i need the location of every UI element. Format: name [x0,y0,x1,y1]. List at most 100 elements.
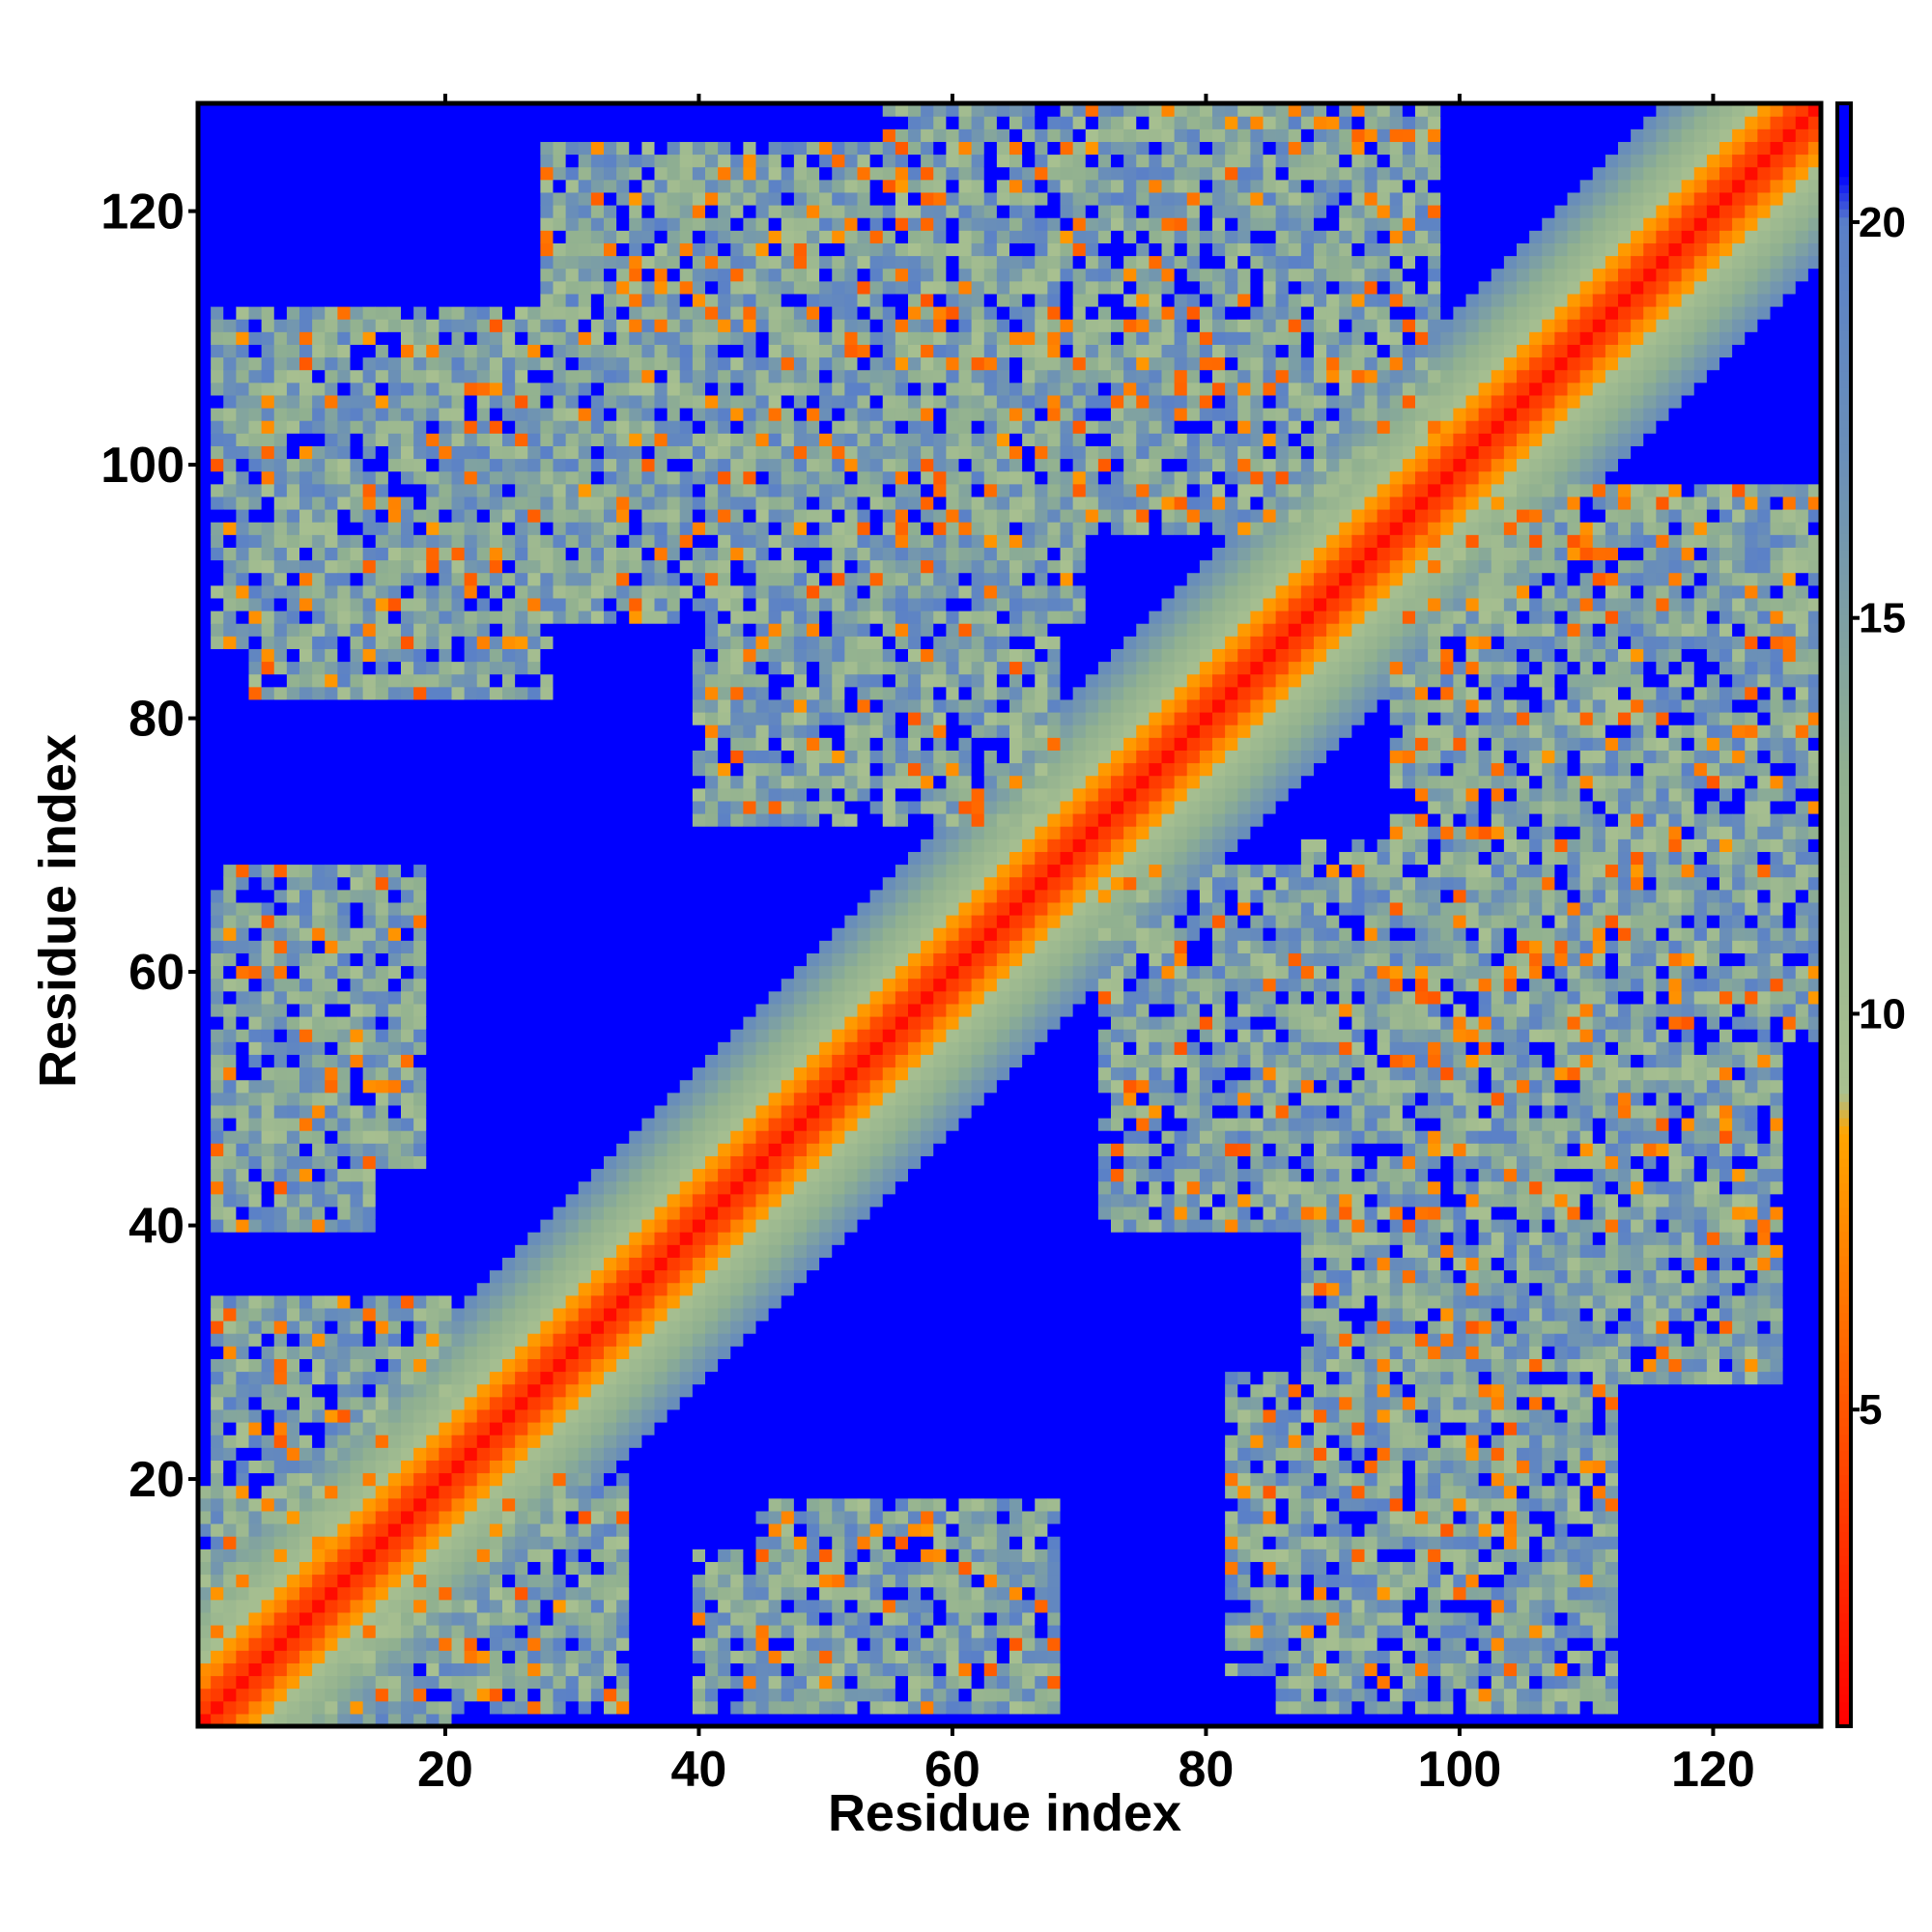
heatmap-cell [401,1422,414,1435]
heatmap-cell [350,433,364,446]
heatmap-cell [604,965,617,980]
heatmap-cell [401,306,414,320]
heatmap-cell [641,1599,656,1613]
heatmap-cell [413,306,427,320]
heatmap-cell [654,166,668,181]
heatmap-cell [540,1232,554,1245]
heatmap-cell [515,623,528,637]
heatmap-cell [223,1396,237,1410]
heatmap-cell [451,1168,466,1182]
heatmap-cell [515,1497,528,1512]
heatmap-cell [616,1536,630,1549]
heatmap-cell [211,1333,224,1347]
heatmap-cell [515,1041,528,1055]
heatmap-cell [387,1180,402,1195]
heatmap-cell [413,1079,427,1094]
heatmap-cell [553,750,567,764]
heatmap-cell [553,686,567,700]
heatmap-cell [401,1104,414,1119]
heatmap-cell [198,1219,212,1233]
heatmap-cell [553,522,567,535]
heatmap-cell [325,1700,338,1715]
heatmap-cell [261,1625,275,1638]
heatmap-cell [540,356,554,371]
heatmap-cell [337,584,352,599]
heatmap-cell [476,927,491,941]
heatmap-cell [439,1180,453,1195]
heatmap-cell [502,559,516,574]
heatmap-cell [451,1066,466,1081]
heatmap-cell [211,128,224,142]
heatmap-cell [565,344,580,358]
heatmap-cell [261,1003,275,1017]
heatmap-cell [629,1510,642,1524]
heatmap-cell [604,1321,617,1334]
heatmap-cell [261,1054,275,1068]
heatmap-cell [451,1574,466,1588]
heatmap-cell [515,331,528,345]
heatmap-cell [286,1016,300,1030]
heatmap-cell [654,686,668,700]
heatmap-cell [350,293,364,307]
heatmap-cell [540,813,554,827]
heatmap-cell [439,851,453,866]
heatmap-cell [464,584,478,599]
heatmap-cell [261,1118,275,1131]
heatmap-cell [375,686,389,700]
heatmap-cell [679,1675,694,1690]
heatmap-cell [616,191,630,206]
heatmap-cell [325,1371,338,1385]
heatmap-cell [236,559,250,574]
heatmap-cell [387,1625,402,1638]
heatmap-cell [362,1029,377,1042]
heatmap-cell [604,1548,617,1562]
heatmap-cell [489,1206,503,1220]
heatmap-cell [565,1435,580,1448]
heatmap-cell [362,1206,377,1220]
heatmap-cell [527,1269,541,1284]
heatmap-cell [515,826,528,839]
heatmap-cell [578,1688,592,1702]
heatmap-cell [565,1003,580,1017]
heatmap-cell [553,128,567,142]
heatmap-cell [362,1675,377,1690]
heatmap-cell [273,382,288,396]
heatmap-cell [211,1435,224,1448]
heatmap-cell [489,470,503,485]
heatmap-cell [286,369,300,384]
heatmap-cell [679,775,694,789]
heatmap-cell [223,1599,237,1613]
heatmap-cell [578,1180,592,1195]
heatmap-cell [527,1383,541,1398]
heatmap-cell [489,584,503,599]
heatmap-cell [198,762,212,777]
heatmap-cell [299,319,313,332]
heatmap-cell [641,1574,656,1588]
heatmap-cell [286,838,300,852]
heatmap-cell [248,1143,263,1156]
heatmap-cell [223,154,237,168]
heatmap-cell [629,128,642,142]
heatmap-cell [248,1408,263,1423]
heatmap-cell [540,116,554,129]
heatmap-cell [401,1041,414,1055]
heatmap-cell [679,915,694,928]
heatmap-cell [439,1307,453,1321]
heatmap-cell [375,1346,389,1359]
heatmap-cell [236,496,250,510]
heatmap-cell [451,230,466,243]
heatmap-cell [578,1232,592,1245]
heatmap-cell [515,1066,528,1081]
heatmap-cell [527,597,541,611]
heatmap-cell [223,750,237,764]
heatmap-cell [198,1321,212,1334]
heatmap-cell [286,597,300,611]
heatmap-cell [299,1054,313,1068]
heatmap-cell [299,648,313,663]
heatmap-cell [515,1321,528,1334]
heatmap-cell [489,458,503,472]
heatmap-cell [464,205,478,218]
heatmap-cell [248,1650,263,1663]
heatmap-cell [413,800,427,814]
heatmap-cell [299,673,313,688]
